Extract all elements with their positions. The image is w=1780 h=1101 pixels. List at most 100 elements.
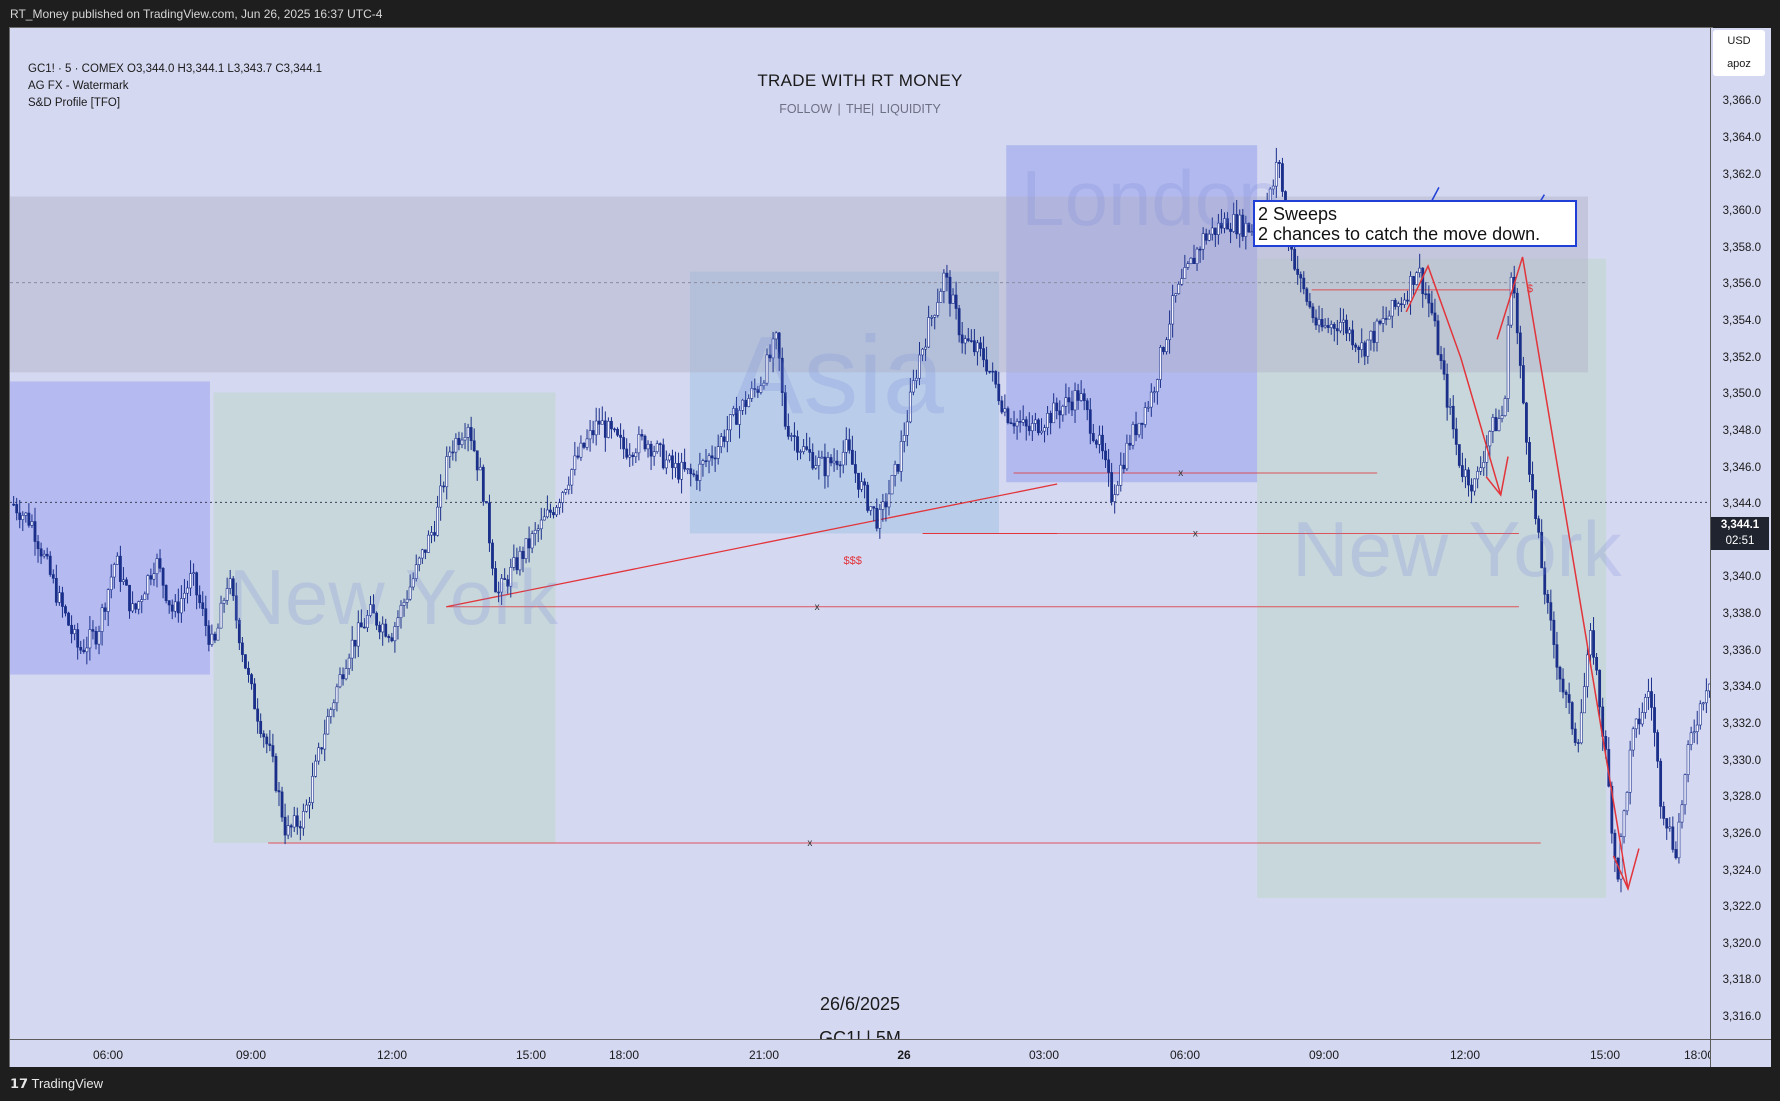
footer-bar: 𝟭𝟳 TradingView [0,1067,1780,1101]
candle-body [936,302,940,316]
candle-body [1582,686,1586,714]
candle-body [994,370,998,385]
indicator-legend[interactable]: AG FX - Watermark [28,80,129,92]
candle-body [1403,299,1406,305]
candle-body [875,507,879,529]
candle-body [387,636,391,639]
candle-body [393,626,397,642]
candle-body [884,501,888,508]
axis-corner[interactable] [1710,1039,1771,1068]
candle-body [1094,440,1098,445]
candle-body [1360,342,1364,350]
candle-body [1552,619,1556,645]
currency-label[interactable]: USD [1727,35,1751,47]
candle-body [1335,328,1339,332]
candle-body [664,459,668,469]
candle-body [783,392,787,427]
watermark-subtitle: FOLLOW | THE| LIQUIDITY [779,102,941,116]
candle-body [1180,278,1184,285]
candle-body [518,550,522,571]
candle-body [1241,214,1245,237]
candle-body [33,521,37,542]
candle-body [271,745,275,757]
candle-body [747,398,751,407]
candle-body [1232,214,1236,232]
candle-body [423,549,427,553]
candle-body [823,456,827,477]
candle-body [1210,227,1214,235]
time-axis[interactable]: 06:00 09:00 12:00 15:00 18:00 21:00 26 03:00 06:… [10,1039,1714,1068]
candle-body [1662,806,1666,819]
price-tick-label: 3,362.0 [1722,168,1761,181]
candle-body [503,578,507,580]
candle-body [606,420,610,438]
candle-body [463,437,467,441]
price-tick-label: 3,328.0 [1722,791,1761,804]
candle-body [667,455,671,461]
candle-body [719,436,723,447]
candle-body [567,484,571,490]
candle-body [1500,415,1504,419]
ohlc-legend[interactable]: GC1! · 5 · COMEX O3,344.0 H3,344.1 L3,34… [28,63,323,75]
candle-body [1650,691,1653,708]
indicator-legend[interactable]: S&D Profile [TFO] [28,97,121,109]
candle-body [1134,424,1138,436]
session-label-asia: Asia [729,313,944,437]
chart-legend[interactable]: GC1! · 5 · COMEX O3,344.0 H3,344.1 L3,34… [28,61,322,112]
candle-body [1680,804,1684,823]
unit-label[interactable]: apoz [1727,58,1751,70]
candle-body [976,342,979,353]
candle-body [643,435,647,450]
candle-body [1226,218,1229,230]
candle-body [189,573,192,589]
candlestick-chart[interactable]: x x x x [10,28,1710,1039]
candle-body [1003,408,1007,413]
candle-body [1671,826,1675,850]
candle-body [1155,379,1159,393]
footer-brand[interactable]: TradingView [31,1076,104,1091]
candle-body [112,564,116,578]
level-x-mark: x [815,602,820,613]
candle-body [338,674,342,688]
candle-body [1037,419,1040,434]
candle-body [835,460,839,466]
candle-body [1198,248,1202,251]
candle-body [323,733,327,750]
tradingview-logo-icon[interactable]: 𝟭𝟳 [10,1076,29,1091]
candle-body [1686,744,1690,775]
candle-body [1506,324,1510,399]
candle-body [762,382,766,387]
candle-body [128,584,131,612]
candle-body [1467,469,1470,486]
candle-body [509,567,513,587]
candle-body [1683,774,1687,806]
trendline [446,483,1058,608]
candle-body [570,469,574,486]
candle-body [1183,267,1187,279]
candle-body [1387,315,1391,320]
candle-body [1479,467,1483,472]
price-tick-label: 3,316.0 [1722,1011,1761,1024]
candle-body [1531,474,1534,491]
candle-body [179,598,183,614]
currency-unit-selector[interactable]: USD apoz [1713,30,1765,76]
candle-body [1534,489,1537,520]
candle-body [671,455,674,468]
candle-body [1159,347,1162,380]
callout-note[interactable]: 2 Sweeps 2 chances to catch the move dow… [1253,200,1577,247]
candle-body [1427,293,1431,304]
candle-body [457,437,461,445]
candle-body [64,606,67,614]
candle-body [939,291,943,303]
candle-body [1067,397,1071,403]
candle-body [1692,731,1696,734]
candle-body [100,607,104,632]
candle-body [908,391,912,423]
chart-plot-area[interactable]: x x x x Asia London New York New York TRADE… [10,28,1710,1039]
candle-body [1497,418,1501,432]
candle-body [192,572,195,574]
candle-body [774,332,778,340]
price-tick-label: 3,322.0 [1722,901,1761,914]
candle-body [1598,669,1602,708]
candle-body [115,555,119,565]
